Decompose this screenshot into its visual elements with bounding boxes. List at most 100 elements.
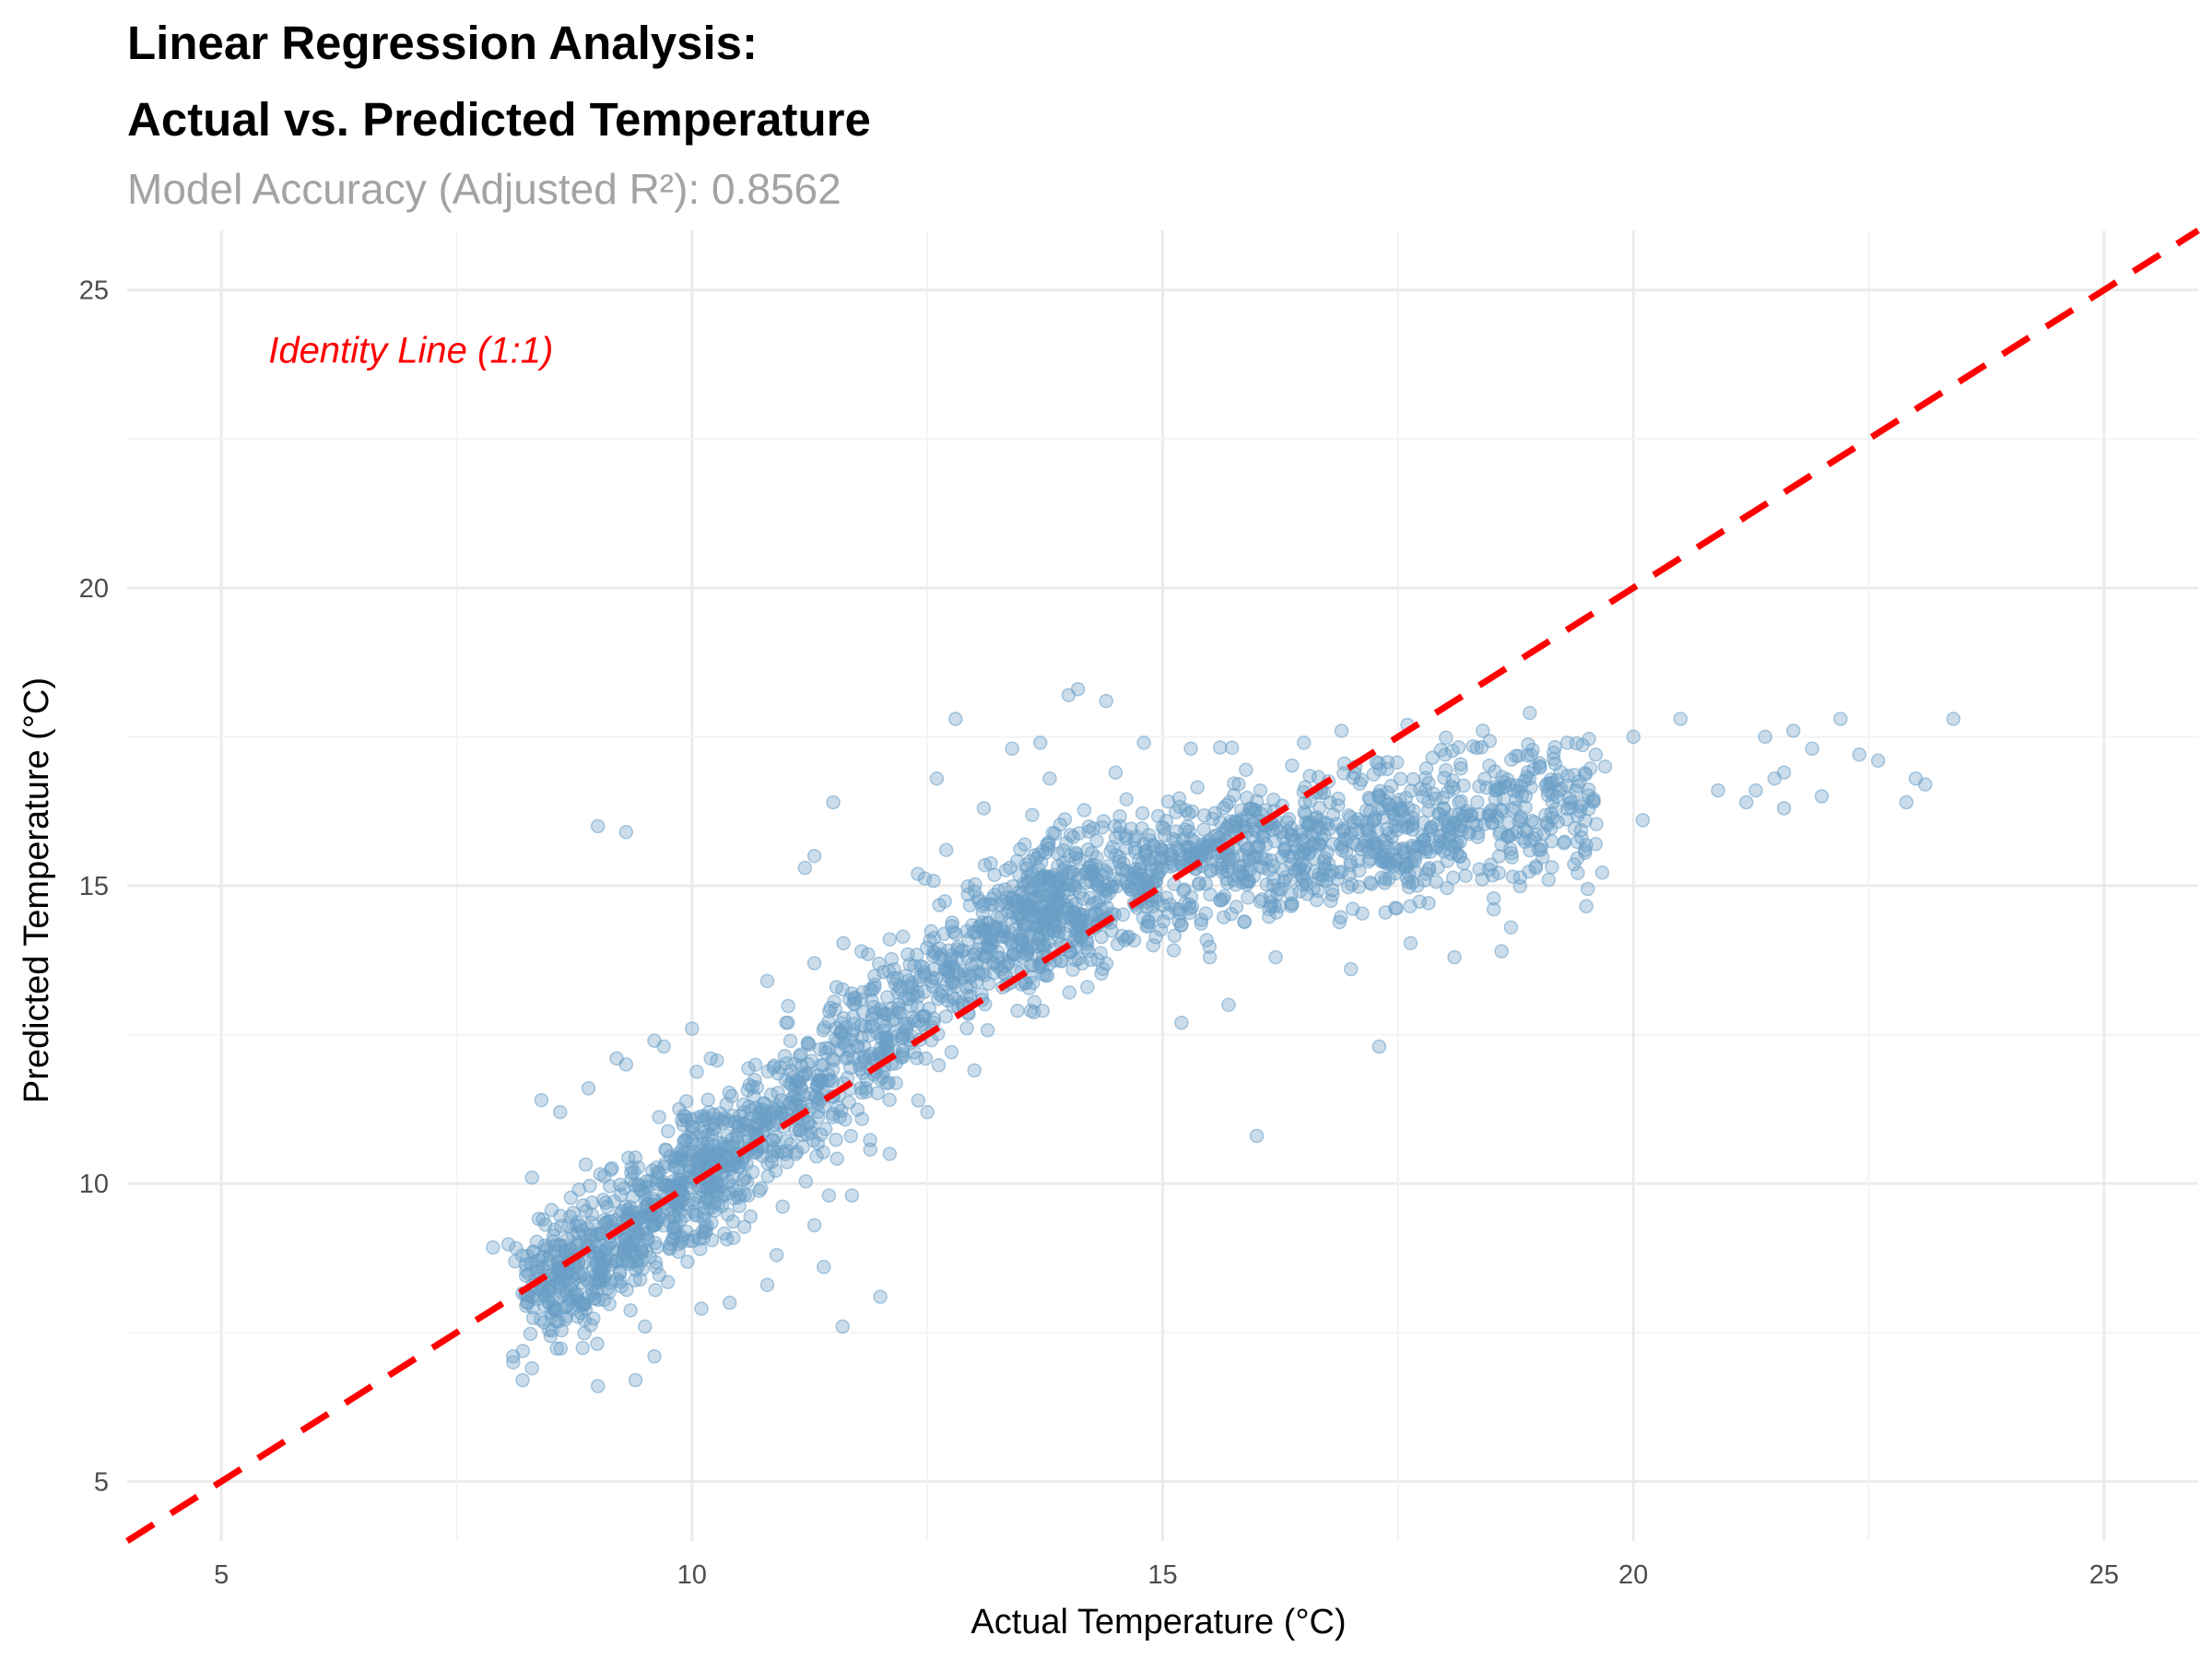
data-point [1501, 816, 1516, 830]
data-point [821, 1188, 837, 1203]
data-point [719, 1097, 734, 1112]
data-point [977, 857, 993, 873]
data-point [957, 963, 971, 978]
data-point [1541, 872, 1557, 888]
y-tick-label: 10 [79, 1170, 109, 1199]
data-point [971, 890, 986, 906]
data-point [733, 1109, 747, 1124]
data-point [1369, 755, 1384, 770]
data-point [982, 976, 996, 991]
data-point [1010, 1003, 1025, 1018]
data-point [867, 1006, 883, 1020]
data-point [1296, 846, 1312, 861]
data-point [1322, 867, 1337, 883]
chart-subtitle: Model Accuracy (Adjusted R²): 0.8562 [127, 165, 841, 213]
data-point [834, 1016, 849, 1030]
data-point [573, 1306, 589, 1321]
data-point [1388, 900, 1403, 915]
data-point [603, 1214, 618, 1229]
data-point [990, 944, 1006, 959]
data-point [1063, 919, 1077, 934]
data-point [1545, 794, 1560, 810]
data-point [1918, 777, 1933, 792]
data-point [895, 1027, 911, 1041]
data-point [781, 998, 795, 1014]
data-point [1356, 838, 1371, 853]
x-tick-label: 10 [677, 1560, 707, 1590]
data-point [767, 1058, 782, 1073]
data-point [688, 1207, 703, 1222]
data-point [893, 982, 908, 997]
data-point [1122, 929, 1136, 945]
data-point [563, 1190, 579, 1206]
data-point [617, 1181, 632, 1195]
data-point [807, 1088, 823, 1103]
data-points [486, 681, 1961, 1394]
data-point [672, 1171, 687, 1187]
x-tick-label: 5 [214, 1560, 229, 1590]
data-point [1072, 826, 1087, 841]
data-point [1199, 933, 1215, 947]
data-point [572, 1218, 587, 1233]
data-point [1486, 890, 1501, 906]
data-point [873, 1289, 888, 1304]
data-point [652, 1267, 667, 1283]
data-point [1025, 975, 1041, 991]
data-point [1216, 910, 1231, 924]
data-point [779, 1015, 794, 1030]
data-point [1418, 760, 1434, 776]
data-point [1133, 867, 1147, 883]
data-point [798, 1174, 814, 1189]
data-point [1258, 837, 1274, 853]
data-point [1173, 918, 1189, 933]
data-point [1108, 847, 1124, 863]
data-point [792, 1123, 807, 1137]
data-point [1578, 845, 1593, 861]
data-point [900, 947, 915, 962]
data-point [524, 1360, 539, 1376]
data-point [1269, 905, 1284, 920]
data-point [553, 1341, 569, 1356]
data-point [998, 929, 1014, 945]
x-tick-label: 20 [1618, 1560, 1648, 1590]
data-point [853, 1080, 868, 1096]
data-point [1029, 890, 1043, 906]
chart-title-line-1: Linear Regression Analysis: [127, 17, 759, 69]
data-point [1068, 845, 1084, 861]
data-point [1439, 730, 1453, 746]
data-point [1057, 812, 1073, 827]
data-point [1004, 911, 1018, 926]
data-point [1155, 842, 1170, 857]
data-point [1023, 1003, 1039, 1018]
data-point [578, 1157, 594, 1172]
data-point [1544, 806, 1559, 821]
data-point [747, 1089, 761, 1104]
data-point [486, 1240, 500, 1255]
data-point [638, 1319, 653, 1335]
data-point [590, 818, 606, 834]
data-point [1417, 833, 1431, 848]
data-point [1453, 757, 1468, 771]
data-point [1268, 949, 1283, 965]
data-point [1077, 803, 1092, 818]
data-point [771, 1065, 786, 1081]
data-point [1382, 871, 1397, 886]
data-point [935, 983, 949, 999]
data-point [1047, 826, 1063, 841]
data-point [882, 1147, 898, 1161]
data-point [1376, 854, 1391, 869]
data-point [1332, 914, 1347, 930]
data-point [533, 1312, 548, 1327]
data-point [1496, 791, 1512, 806]
data-point [694, 1301, 709, 1316]
data-point [779, 1144, 794, 1159]
data-point [514, 1248, 530, 1263]
data-point [691, 1231, 707, 1247]
data-point [1307, 837, 1322, 852]
data-point [910, 984, 924, 1000]
data-point [1009, 853, 1025, 868]
data-point [1571, 865, 1585, 880]
data-point [1493, 824, 1509, 840]
data-point [1776, 801, 1792, 816]
data-point [1056, 863, 1071, 877]
